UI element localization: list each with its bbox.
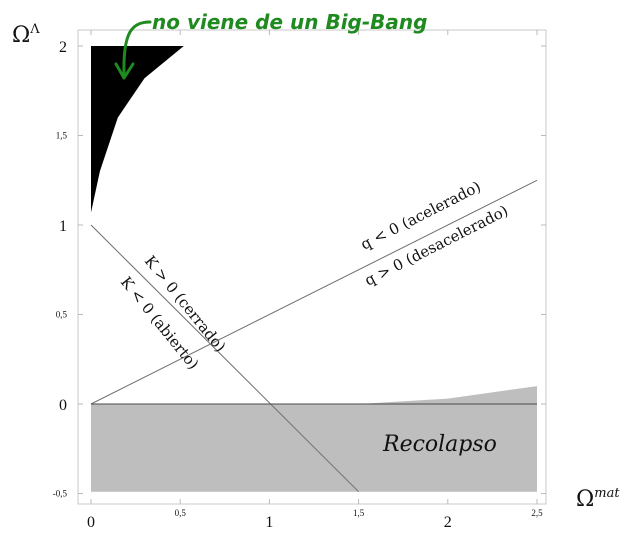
y-tick-label: -0,5 (53, 489, 68, 499)
x-tick-label: 1,5 (353, 508, 365, 518)
x-tick-label: 2 (444, 514, 452, 531)
annotation-arrow (114, 20, 152, 80)
x-tick-label: 2,5 (531, 508, 543, 518)
region-no-big-bang (91, 46, 184, 213)
y-tick-label: 1,5 (56, 131, 68, 141)
line-deceleration (90, 179, 538, 405)
x-tick-label: 1 (265, 514, 273, 531)
y-axis-label-superscript: Λ (29, 22, 40, 37)
ticks-layer: 0 0,5 1 1,5 2 2,5 2 1,5 1 0,5 0 -0,5 (53, 30, 546, 531)
lines-layer (90, 179, 538, 493)
recollapse-label: Recolapso (382, 432, 497, 457)
y-axis-label: ΩΛ (12, 22, 40, 48)
annotation-text: no viene de un Big-Bang (152, 10, 427, 34)
y-tick-label: 1 (59, 218, 67, 235)
x-tick-label: 0 (87, 514, 95, 531)
x-tick-label: 0,5 (175, 508, 187, 518)
x-axis-label: Ωmat (576, 486, 620, 512)
x-axis-label-superscript: mat (594, 486, 620, 501)
line-flat (90, 224, 359, 493)
y-tick-label: 0,5 (56, 310, 68, 320)
y-tick-label: 0 (59, 397, 67, 414)
regions-layer (91, 46, 537, 492)
region-recollapse (91, 386, 537, 492)
y-tick-label: 2 (59, 39, 67, 56)
